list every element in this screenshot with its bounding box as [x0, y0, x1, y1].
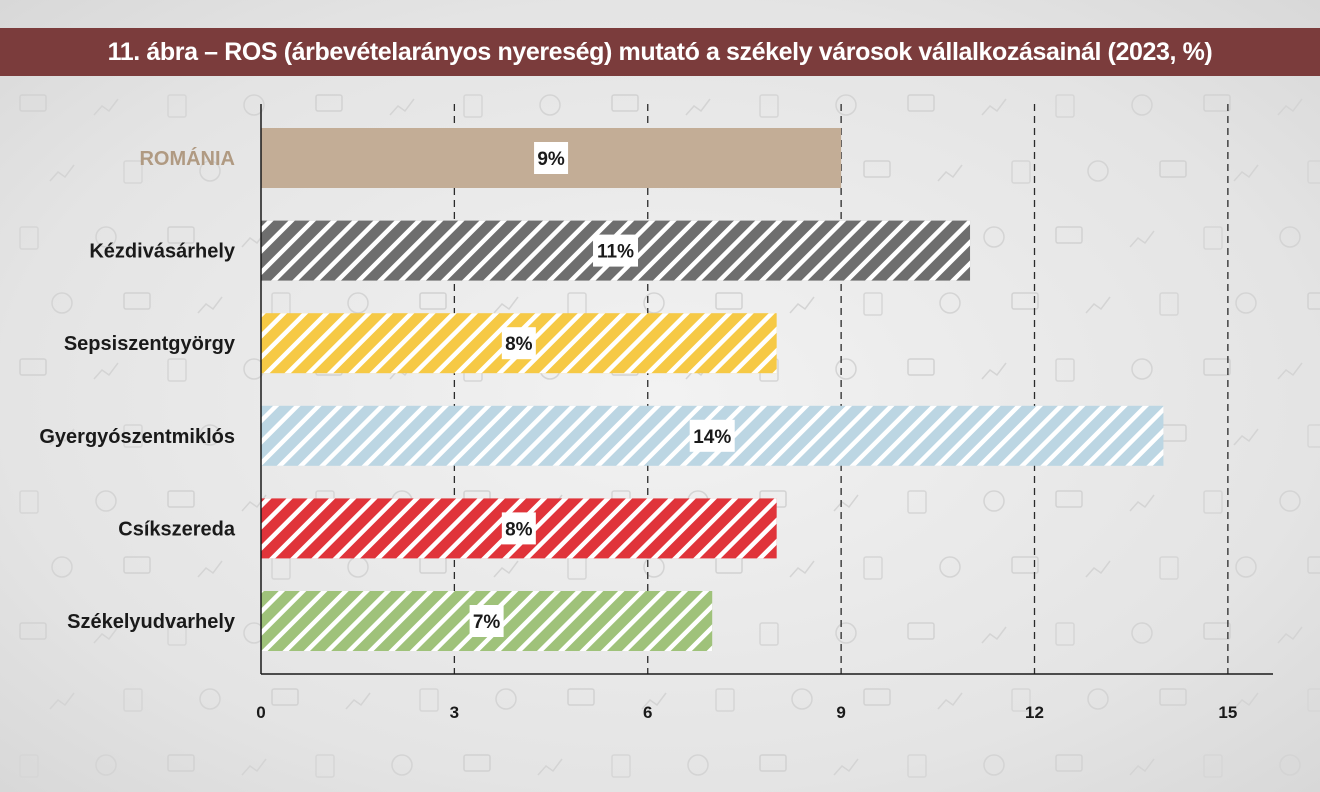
value-label-box-3 [689, 419, 735, 452]
x-tick-label-9: 9 [836, 703, 845, 722]
x-tick-label-12: 12 [1025, 703, 1044, 722]
axes: 0 3 6 9 12 15 [256, 104, 1273, 722]
value-label-5: 7% [473, 612, 501, 633]
category-label-3: Gyergyószentmiklós [39, 426, 235, 448]
x-tick-label-6: 6 [643, 703, 652, 722]
category-label-0: ROMÁNIA [139, 147, 235, 170]
value-label-box-0 [534, 142, 569, 174]
bars: ROMÁNIA 9% Kézdivásárhely 11% Sepsiszentgyör… [39, 128, 1164, 651]
gridlines [453, 104, 1229, 674]
value-label-1: 11% [597, 242, 634, 263]
chart-title: 11. ábra – ROS (árbevételarányos nyeresé… [0, 28, 1320, 76]
x-tick-label-0: 0 [256, 703, 265, 722]
value-label-4: 8% [505, 519, 533, 540]
category-label-5: Székelyudvarhely [67, 611, 236, 633]
value-label-0: 9% [537, 149, 565, 170]
x-tick-label-3: 3 [450, 703, 459, 722]
value-label-2: 8% [505, 334, 533, 355]
value-label-box-1 [593, 234, 639, 267]
category-label-2: Sepsiszentgyörgy [64, 333, 236, 355]
value-label-3: 14% [693, 427, 731, 448]
category-label-1: Kézdivásárhely [89, 241, 236, 263]
value-label-box-4 [501, 512, 536, 545]
x-tick-label-15: 15 [1218, 703, 1237, 722]
value-label-box-2 [501, 327, 536, 360]
value-label-box-5 [469, 605, 504, 637]
category-label-4: Csíkszereda [118, 518, 236, 540]
